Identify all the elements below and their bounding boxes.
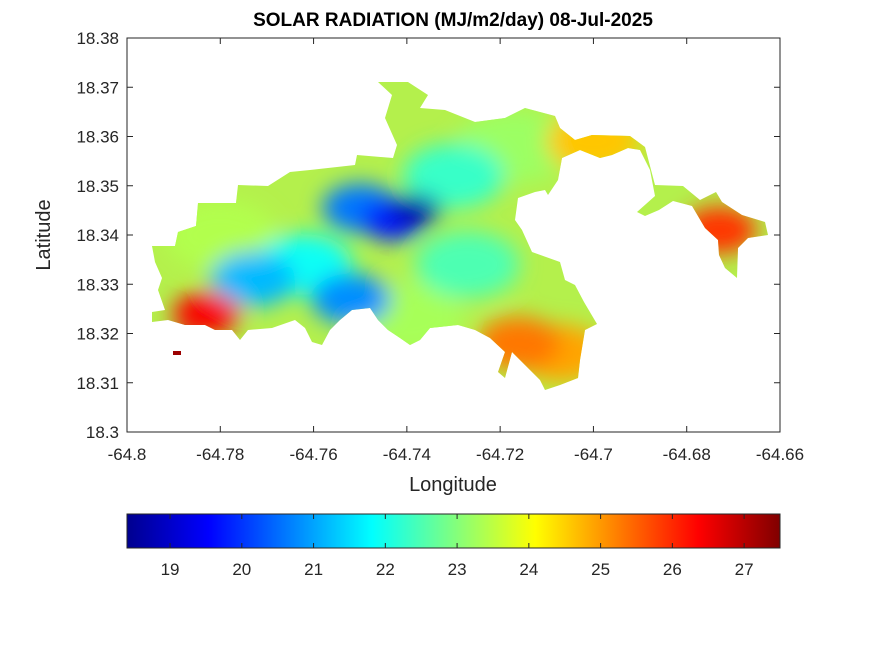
y-axis-ticks: 18.3 18.31 18.32 18.33 18.34 18.35 18.36 18.37 1… — [76, 29, 780, 442]
colorbar-tick-label: 23 — [448, 560, 467, 579]
y-tick-label: 18.37 — [76, 78, 119, 97]
colorbar-tick-label: 24 — [519, 560, 538, 579]
colorbar-tick-label: 26 — [663, 560, 682, 579]
colorbar-tick-label: 21 — [304, 560, 323, 579]
heat-region — [391, 194, 441, 227]
x-tick-label: -64.68 — [663, 445, 711, 464]
heat-region — [172, 292, 240, 336]
y-tick-label: 18.31 — [76, 374, 119, 393]
x-tick-label: -64.72 — [476, 445, 524, 464]
y-tick-label: 18.32 — [76, 325, 119, 344]
x-tick-label: -64.8 — [108, 445, 147, 464]
colorbar-tick-label: 27 — [735, 560, 754, 579]
heat-region — [415, 231, 520, 298]
colorbar-tick-label: 25 — [591, 560, 610, 579]
colorbar-ticks: 19 20 21 22 23 24 25 26 27 — [161, 514, 754, 579]
heat-region — [210, 252, 296, 307]
x-tick-label: -64.66 — [756, 445, 804, 464]
y-tick-label: 18.35 — [76, 177, 119, 196]
x-tick-label: -64.78 — [196, 445, 244, 464]
x-tick-label: -64.7 — [574, 445, 613, 464]
colorbar — [126, 513, 781, 549]
colorbar-tick-label: 22 — [376, 560, 395, 579]
heat-region — [402, 143, 505, 209]
y-tick-label: 18.38 — [76, 29, 119, 48]
x-tick-label: -64.76 — [289, 445, 337, 464]
x-axis-label: Longitude — [409, 474, 497, 496]
x-axis-ticks: -64.8 -64.78 -64.76 -64.74 -64.72 -64.7 -64.68… — [108, 38, 804, 464]
y-tick-label: 18.34 — [76, 226, 119, 245]
y-tick-label: 18.3 — [86, 423, 119, 442]
x-tick-label: -64.74 — [383, 445, 431, 464]
map-title: SOLAR RADIATION (MJ/m2/day) 08-Jul-2025 — [253, 10, 653, 31]
small-island — [173, 351, 181, 355]
colorbar-tick-label: 19 — [161, 560, 180, 579]
y-tick-label: 18.33 — [76, 275, 119, 294]
colorbar-tick-label: 20 — [232, 560, 251, 579]
y-tick-label: 18.36 — [76, 128, 119, 147]
y-axis-label: Latitude — [33, 199, 55, 270]
